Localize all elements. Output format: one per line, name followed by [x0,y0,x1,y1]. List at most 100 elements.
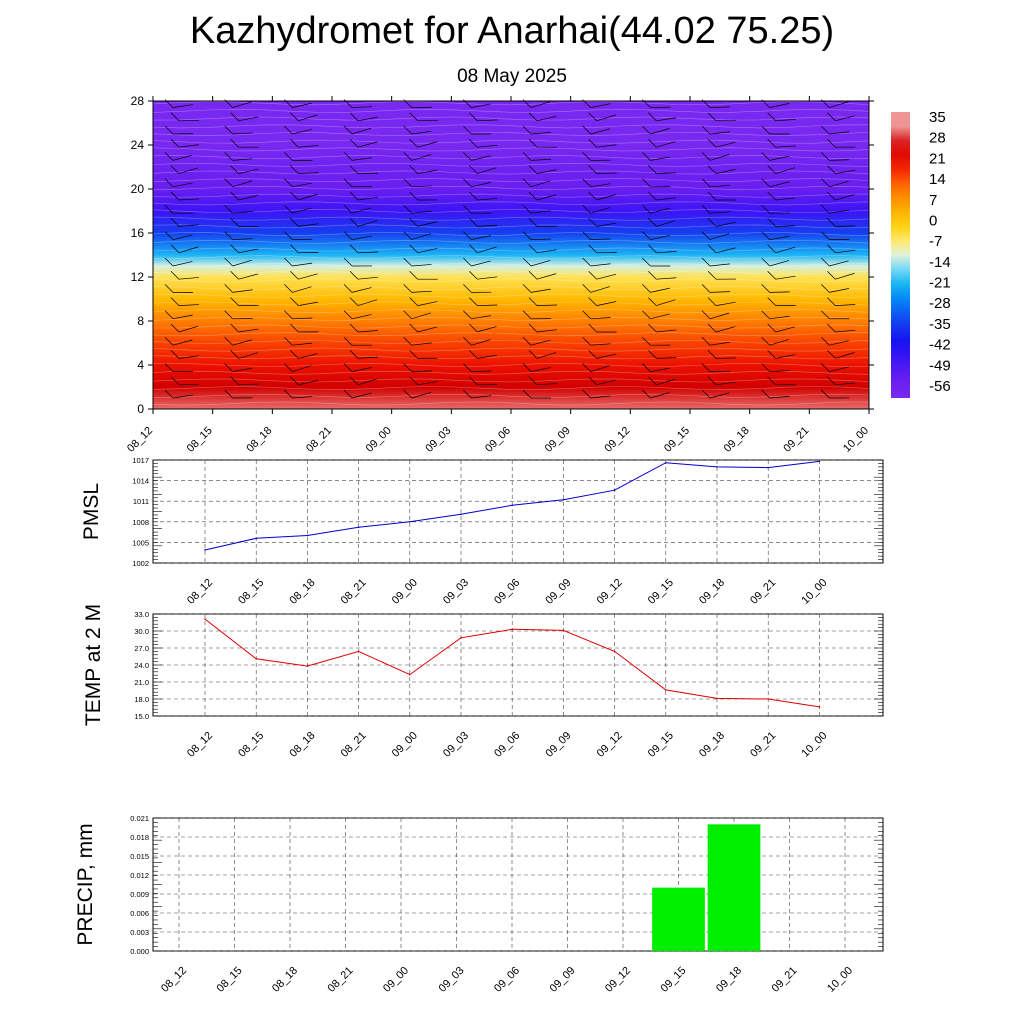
wind-barb [238,273,259,280]
x-tick-label: 09_18 [697,730,727,760]
wind-barb-flag [284,125,293,135]
x-tick-label: 09_15 [646,730,676,760]
wind-barb-flag [707,112,717,122]
wind-barb [477,198,498,201]
wind-barb [411,210,432,214]
wind-barb-flag [290,270,299,280]
wind-barb-flag [230,218,239,227]
wind-barb-flag [349,112,359,122]
wind-barb-flag [164,125,174,135]
wind-barb-flag [648,376,657,386]
wind-barb-flag [409,323,418,333]
wind-barb [351,207,372,214]
wind-barb-flag [463,152,472,161]
wind-barb-flag [284,363,293,372]
temp-2m-point [204,618,206,620]
contour-line [152,255,870,260]
wind-barb-flag [284,284,293,293]
wind-barb-flag [701,310,711,320]
pmsl-point [409,521,411,523]
y-tick-label: 12 [131,270,145,284]
wind-barb [417,221,438,227]
contour-line [152,363,870,367]
wind-barb-flag [827,297,836,306]
x-tick-label: 08_18 [244,425,274,455]
wind-barb [530,260,551,267]
wind-barb-flag [588,218,597,227]
wind-barb-flag [403,284,412,293]
wind-barb-flag [648,218,657,227]
wind-barb [298,193,318,201]
wind-barb [477,326,497,333]
wind-barb-flag [409,138,418,148]
wind-barb [477,246,497,254]
wind-barb-flag [528,323,538,333]
colorbar-label: -35 [929,316,951,333]
y-tick-label: 24.0 [134,661,149,670]
wind-barb [656,197,677,201]
wind-barb-flag [701,284,711,293]
wind-barb-flag [230,244,239,254]
wind-barb-flag [409,270,418,280]
wind-barb-flag [582,389,591,399]
wind-barb [775,225,796,227]
wind-barb [536,329,557,333]
wind-barb-flag [284,231,293,240]
wind-barb [709,131,730,135]
x-tick-label: 09_12 [595,730,625,760]
wind-barb-flag [284,257,293,267]
contour-line [152,293,870,298]
wind-barb [417,326,438,333]
wind-barb-flag [701,363,711,372]
wind-barb [471,395,492,399]
wind-barb-flag [827,112,836,122]
wind-barb [656,378,676,386]
wind-barb [292,317,313,320]
colorbar-label: -42 [929,337,951,354]
wind-barb-flag [349,191,359,201]
wind-barb-flag [522,204,532,214]
x-tick-label: 08_21 [339,730,369,760]
wind-barb [298,172,319,174]
y-tick-label: 18.0 [134,695,149,704]
wind-barb-flag [588,244,597,254]
wind-barb-flag [827,244,836,254]
x-tick-label: 08_21 [304,425,334,455]
wind-barb [829,366,849,372]
y-tick-label: 0.000 [130,947,149,956]
wind-barb [536,273,557,280]
wind-barb-flag [707,191,717,201]
wind-barb-flag [409,191,418,201]
wind-barb [650,392,670,399]
contour-line [152,393,870,398]
wind-barb-flag [290,350,299,359]
wind-barb-flag [648,270,657,280]
wind-barb-flag [821,310,830,320]
wind-barb-flag [582,231,591,240]
wind-barb-flag [463,363,472,372]
wind-barb-flag [642,204,651,214]
wind-barb [530,367,551,372]
x-tick-label: 10_00 [799,577,829,607]
wind-barb-flag [522,310,532,320]
wind-barb-flag [827,350,836,359]
wind-barb [411,264,432,267]
wind-barb-flag [707,244,717,254]
wind-barb [530,288,551,293]
wind-barb [232,367,253,372]
wind-barb [596,172,617,174]
wind-barb-flag [648,191,657,201]
pmsl-point [357,526,360,529]
pmsl-point [204,549,206,551]
pmsl-point [562,499,565,501]
wind-barb-flag [170,191,180,201]
y-tick-label: 1002 [132,559,149,568]
wind-barb-flag [463,310,472,320]
wind-barb-flag [164,389,174,399]
wind-barb-flag [224,389,233,399]
wind-barb-flag [821,152,830,161]
x-tick-label: 09_00 [390,577,420,607]
wind-barb [238,328,259,333]
wind-barb [650,207,670,214]
wind-barb-flag [767,376,776,386]
